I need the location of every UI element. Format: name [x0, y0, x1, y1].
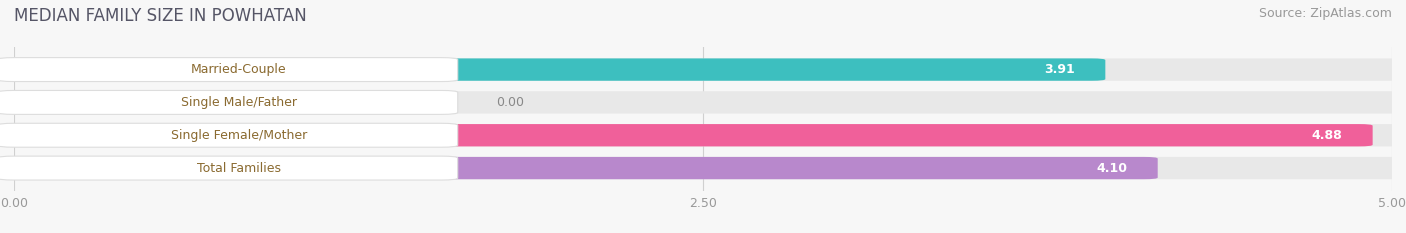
- FancyBboxPatch shape: [0, 124, 1406, 146]
- Text: 4.88: 4.88: [1312, 129, 1343, 142]
- FancyBboxPatch shape: [0, 157, 1406, 179]
- Text: 0.00: 0.00: [496, 96, 524, 109]
- FancyBboxPatch shape: [0, 90, 458, 114]
- FancyBboxPatch shape: [0, 58, 458, 82]
- FancyBboxPatch shape: [0, 123, 458, 147]
- Text: Single Female/Mother: Single Female/Mother: [170, 129, 307, 142]
- FancyBboxPatch shape: [0, 124, 1372, 146]
- FancyBboxPatch shape: [0, 91, 1406, 113]
- FancyBboxPatch shape: [0, 156, 458, 180]
- Text: Single Male/Father: Single Male/Father: [180, 96, 297, 109]
- Text: 3.91: 3.91: [1045, 63, 1076, 76]
- Text: MEDIAN FAMILY SIZE IN POWHATAN: MEDIAN FAMILY SIZE IN POWHATAN: [14, 7, 307, 25]
- Text: Married-Couple: Married-Couple: [191, 63, 287, 76]
- Text: Source: ZipAtlas.com: Source: ZipAtlas.com: [1258, 7, 1392, 20]
- Text: 4.10: 4.10: [1097, 161, 1128, 175]
- FancyBboxPatch shape: [0, 58, 1406, 81]
- Text: Total Families: Total Families: [197, 161, 281, 175]
- FancyBboxPatch shape: [0, 58, 1105, 81]
- FancyBboxPatch shape: [0, 157, 1157, 179]
